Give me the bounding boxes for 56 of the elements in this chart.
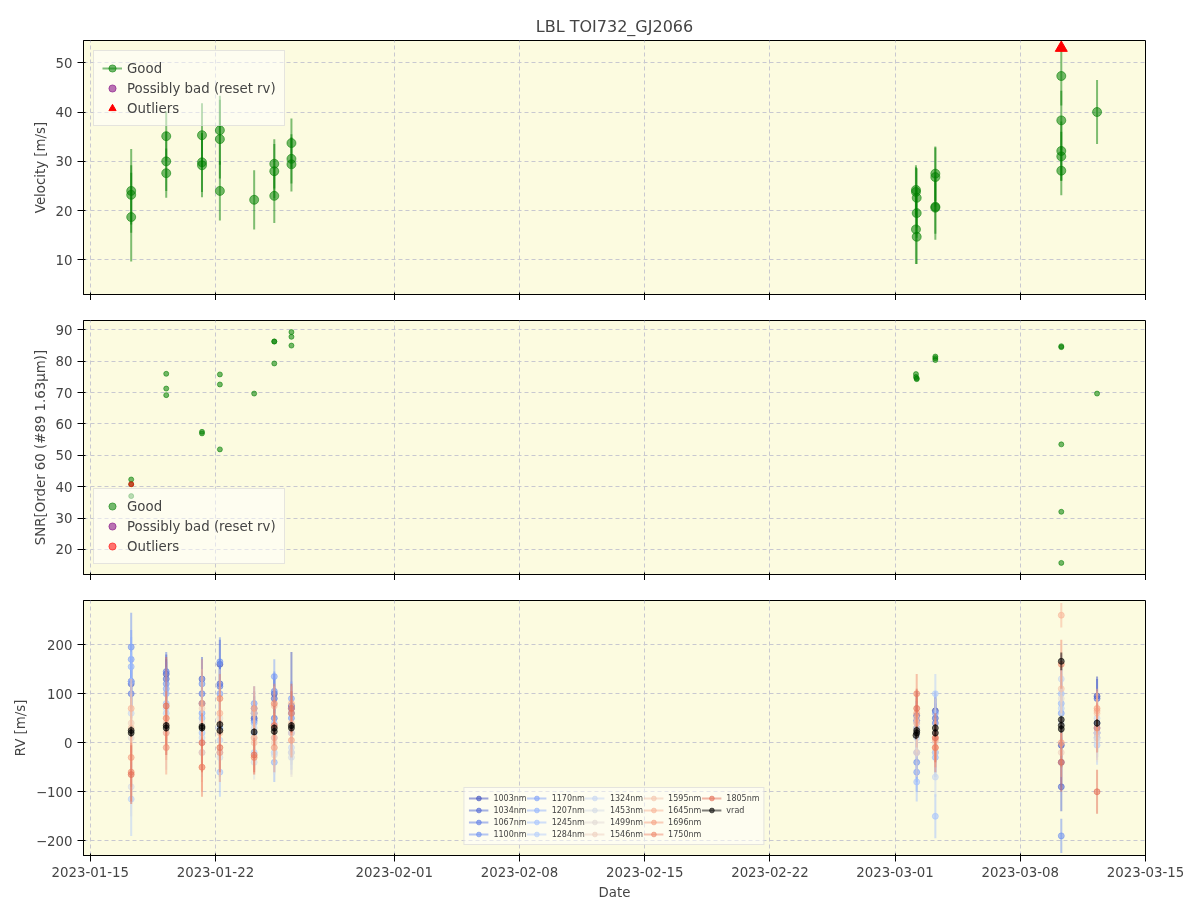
y-axis-title: RV [m/s] — [12, 699, 28, 757]
x-tick-label: 2023-02-01 — [355, 864, 434, 880]
legend-label: 1696nm — [668, 816, 702, 828]
x-axis-title: Date — [598, 884, 631, 900]
legend-label: Possibly bad (reset rv) — [127, 79, 276, 97]
legend-label: Outliers — [127, 99, 180, 117]
y-tick-label: 70 — [55, 385, 73, 401]
legend-label: 1750nm — [668, 828, 702, 840]
y-tick-label: 10 — [55, 252, 73, 268]
legend-label: 1645nm — [668, 804, 702, 816]
x-tick-label: 2023-03-01 — [856, 864, 934, 880]
y-tick-label: 40 — [55, 479, 73, 495]
y-tick-label: 30 — [55, 154, 73, 170]
y-tick-label: 80 — [55, 354, 73, 370]
x-tick-label: 2023-03-15 — [1106, 864, 1185, 880]
legend-label: 1453nm — [609, 804, 644, 816]
legend-label: 1100nm — [493, 828, 527, 840]
legend-label: 1284nm — [551, 828, 585, 840]
x-tick-label: 2023-02-08 — [480, 864, 559, 880]
y-tick-label: 200 — [47, 637, 73, 653]
x-tick-label: 2023-03-08 — [981, 864, 1060, 880]
legend-label: vrad — [726, 804, 746, 816]
legend-label: 1805nm — [726, 792, 760, 804]
y-tick-label: 20 — [55, 203, 73, 219]
legend-label: 1324nm — [609, 792, 644, 804]
y-axis-title: SNR[Order 60 (#89 1.63μm)] — [32, 349, 48, 546]
legend-label: 1067nm — [493, 816, 527, 828]
y-tick-label: 0 — [64, 735, 73, 751]
legend-label: 1170nm — [551, 792, 585, 804]
legend-label: 1595nm — [668, 792, 702, 804]
legend-label: Outliers — [127, 537, 180, 555]
legend-label: 1245nm — [551, 816, 585, 828]
y-tick-label: 100 — [47, 686, 73, 702]
legend-label: 1003nm — [493, 792, 527, 804]
y-axis-title: Velocity [m/s] — [32, 121, 48, 214]
y-tick-label: 20 — [55, 542, 73, 558]
legend-label: Good — [127, 59, 163, 77]
y-tick-label: 50 — [55, 55, 73, 71]
legend-label: 1207nm — [551, 804, 585, 816]
y-tick-label: 90 — [55, 322, 73, 338]
x-tick-label: 2023-02-15 — [605, 864, 684, 880]
chart-title: LBL TOI732_GJ2066 — [535, 16, 694, 37]
legend-label: 1499nm — [609, 816, 644, 828]
legend-label: Possibly bad (reset rv) — [127, 517, 276, 535]
y-tick-label: −200 — [35, 833, 73, 849]
y-tick-label: 40 — [55, 105, 73, 121]
y-tick-label: 30 — [55, 511, 73, 527]
legend-label: Good — [127, 497, 163, 515]
legend-label: 1546nm — [609, 828, 644, 840]
x-tick-label: 2023-01-15 — [51, 864, 129, 880]
x-tick-label: 2023-02-22 — [731, 864, 809, 880]
y-tick-label: 50 — [55, 448, 73, 464]
x-tick-label: 2023-01-22 — [176, 864, 255, 880]
y-tick-label: −100 — [35, 784, 73, 800]
y-tick-label: 60 — [55, 416, 73, 432]
legend-label: 1034nm — [493, 804, 527, 816]
